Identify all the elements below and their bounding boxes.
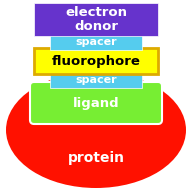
FancyBboxPatch shape: [30, 82, 162, 124]
Text: ligand: ligand: [73, 97, 119, 109]
Bar: [34, 48, 158, 74]
Bar: [50, 34, 142, 50]
Text: protein: protein: [68, 151, 124, 165]
Ellipse shape: [6, 72, 186, 188]
Text: spacer: spacer: [75, 37, 117, 47]
Text: spacer: spacer: [75, 75, 117, 85]
Bar: [34, 3, 158, 36]
Text: fluorophore: fluorophore: [52, 54, 141, 67]
Text: electron
donor: electron donor: [65, 6, 127, 33]
Bar: [50, 72, 142, 88]
